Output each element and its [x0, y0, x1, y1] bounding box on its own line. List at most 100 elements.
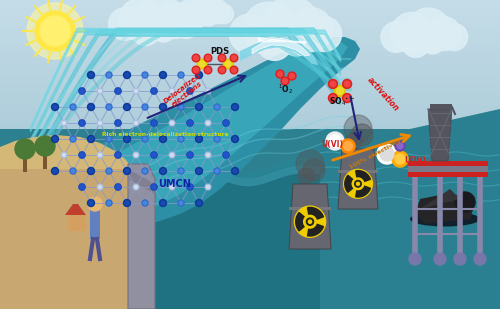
- Bar: [0, 106, 500, 107]
- Bar: [0, 238, 500, 239]
- Circle shape: [232, 167, 238, 175]
- Circle shape: [215, 169, 219, 173]
- Circle shape: [106, 72, 112, 78]
- Bar: [0, 243, 500, 244]
- Bar: [0, 295, 500, 296]
- Bar: [0, 50, 500, 51]
- Bar: [0, 263, 500, 264]
- Bar: [0, 42, 500, 43]
- Bar: [0, 209, 500, 210]
- Circle shape: [427, 17, 461, 51]
- Circle shape: [133, 88, 139, 94]
- Circle shape: [328, 79, 338, 88]
- Polygon shape: [0, 37, 360, 309]
- Circle shape: [143, 201, 147, 205]
- Bar: [0, 257, 500, 258]
- Circle shape: [143, 137, 147, 141]
- Circle shape: [71, 169, 75, 173]
- Bar: [0, 34, 500, 35]
- Circle shape: [125, 73, 129, 77]
- Circle shape: [454, 253, 466, 265]
- Bar: [0, 288, 500, 289]
- Circle shape: [133, 152, 139, 158]
- Circle shape: [344, 115, 372, 143]
- Polygon shape: [0, 189, 130, 309]
- Circle shape: [224, 59, 232, 69]
- Bar: [0, 99, 500, 100]
- Circle shape: [197, 105, 201, 109]
- Circle shape: [187, 88, 193, 94]
- Bar: [0, 153, 500, 154]
- Circle shape: [108, 8, 141, 40]
- Bar: [0, 232, 500, 233]
- Circle shape: [187, 120, 193, 126]
- Circle shape: [134, 185, 138, 188]
- Ellipse shape: [410, 211, 480, 226]
- Bar: [0, 118, 500, 119]
- Circle shape: [233, 169, 237, 173]
- Bar: [0, 103, 500, 104]
- Circle shape: [79, 184, 85, 190]
- Bar: [0, 198, 500, 199]
- Circle shape: [160, 200, 166, 206]
- Bar: [0, 28, 500, 29]
- Circle shape: [116, 185, 120, 189]
- Bar: [0, 0, 500, 1]
- Bar: [0, 228, 500, 229]
- Bar: [0, 303, 500, 304]
- Bar: [0, 246, 500, 247]
- Bar: [0, 32, 500, 33]
- Bar: [0, 94, 500, 95]
- Circle shape: [61, 152, 67, 158]
- Text: Delocalized
electrons: Delocalized electrons: [163, 72, 207, 110]
- Bar: [0, 216, 500, 217]
- Circle shape: [344, 169, 372, 198]
- Wedge shape: [345, 175, 352, 192]
- Circle shape: [88, 167, 94, 175]
- Circle shape: [142, 168, 148, 174]
- Bar: [0, 129, 500, 130]
- Bar: [0, 37, 500, 38]
- Circle shape: [88, 197, 102, 211]
- Bar: [0, 294, 500, 295]
- Bar: [0, 69, 500, 70]
- Bar: [0, 252, 500, 253]
- Bar: [0, 86, 500, 87]
- Circle shape: [197, 201, 201, 205]
- Circle shape: [170, 185, 173, 188]
- Bar: [0, 261, 500, 262]
- Circle shape: [220, 56, 224, 60]
- Bar: [0, 97, 500, 98]
- Bar: [408, 161, 488, 166]
- Circle shape: [192, 66, 200, 74]
- Circle shape: [157, 2, 193, 38]
- Circle shape: [53, 137, 57, 141]
- Bar: [0, 71, 500, 72]
- Bar: [0, 217, 500, 218]
- Circle shape: [187, 184, 193, 190]
- Bar: [0, 137, 500, 138]
- Circle shape: [205, 120, 211, 126]
- Bar: [0, 274, 500, 275]
- Circle shape: [262, 0, 320, 54]
- Bar: [408, 161, 488, 177]
- Circle shape: [89, 73, 93, 77]
- Bar: [0, 124, 500, 125]
- Circle shape: [152, 89, 156, 93]
- Bar: [0, 305, 500, 306]
- Circle shape: [178, 168, 184, 174]
- Circle shape: [89, 137, 93, 141]
- Bar: [0, 67, 500, 68]
- Bar: [0, 212, 500, 213]
- Circle shape: [474, 253, 486, 265]
- Bar: [0, 241, 500, 242]
- Bar: [0, 3, 500, 4]
- Bar: [0, 73, 500, 74]
- Bar: [0, 133, 500, 134]
- Bar: [0, 262, 500, 263]
- Circle shape: [160, 104, 166, 111]
- Bar: [0, 88, 500, 89]
- Bar: [0, 208, 500, 209]
- Bar: [0, 7, 500, 8]
- Bar: [0, 147, 500, 148]
